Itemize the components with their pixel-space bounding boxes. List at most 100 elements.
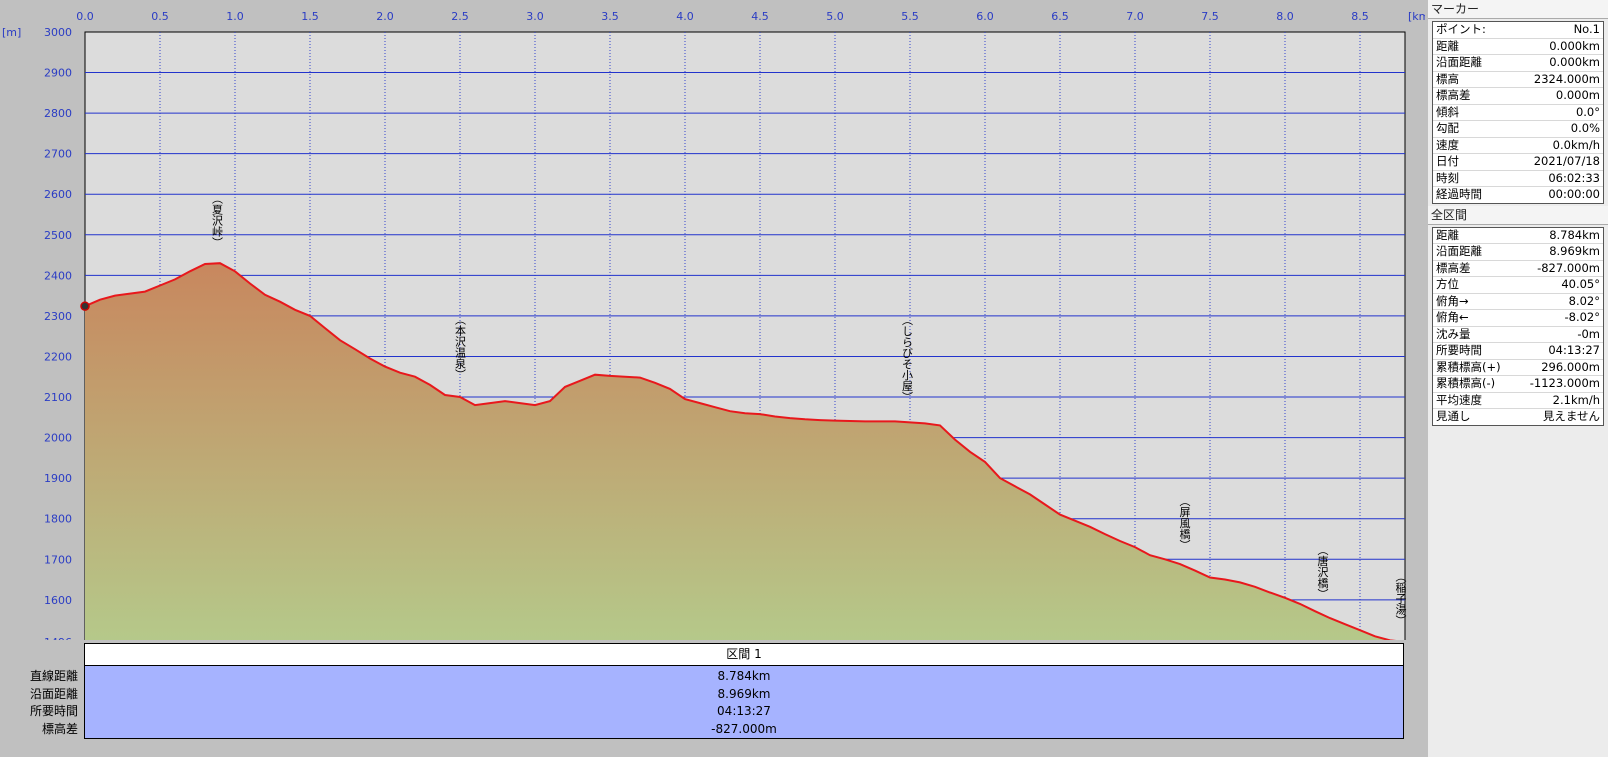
total-row-depression-back: 俯角← -8.02° <box>1433 310 1603 327</box>
y-tick-label: 2800 <box>44 107 72 120</box>
info-value: No.1 <box>1573 22 1600 36</box>
x-tick-label: 3.0 <box>526 10 544 23</box>
info-value: 8.02° <box>1568 293 1600 308</box>
section-value-duration: 04:13:27 <box>717 704 771 718</box>
info-value: 8.969km <box>1549 244 1600 258</box>
info-value: 04:13:27 <box>1548 343 1600 357</box>
x-tick-label: 4.5 <box>751 10 769 23</box>
info-value: 8.784km <box>1549 227 1600 242</box>
landmark-labels: （夏沢峠） （本沢温泉） （しらびそ小屋） （屏風橋） （唐沢橋） （稲子湯） <box>211 193 1408 626</box>
total-row-bearing: 方位 40.05° <box>1433 277 1603 294</box>
x-tick-label: 3.5 <box>601 10 619 23</box>
info-label: ポイント: <box>1436 22 1486 36</box>
info-label: 経過時間 <box>1436 187 1482 201</box>
info-value: -0m <box>1577 326 1600 341</box>
y-tick-label: 3000 <box>44 26 72 39</box>
section-row-labels: 直線距離 沿面距離 所要時間 標高差 <box>0 668 80 738</box>
y-tick-label: 1496 <box>44 636 72 640</box>
y-unit-label: [m] <box>2 26 21 39</box>
x-tick-label: 2.5 <box>451 10 469 23</box>
x-tick-label: 4.0 <box>676 10 694 23</box>
marker-row-elapsed: 経過時間 00:00:00 <box>1433 187 1603 203</box>
info-label: 沿面距離 <box>1436 244 1482 258</box>
info-value: -1123.000m <box>1529 376 1600 390</box>
total-row-depression-forward: 俯角→ 8.02° <box>1433 293 1603 310</box>
y-tick-label: 2600 <box>44 188 72 201</box>
elevation-line <box>84 262 1397 640</box>
x-axis-ticks: 0.0 0.5 1.0 1.5 2.0 2.5 3.0 3.5 4.0 4.5 5.0 5.5 6.0 6… <box>76 10 1369 23</box>
info-value: 2.1km/h <box>1552 392 1600 407</box>
landmark-label: （稲子湯） <box>1394 571 1407 626</box>
info-value: 0.000km <box>1549 38 1600 53</box>
section-label-straight-distance: 直線距離 <box>29 669 78 683</box>
marker-row-slope-angle: 傾斜 0.0° <box>1433 105 1603 121</box>
info-label: 距離 <box>1436 38 1459 53</box>
landmark-label: （本沢温泉） <box>454 314 467 380</box>
x-unit-label: [km] <box>1408 10 1425 23</box>
marker-panel-title: マーカー <box>1428 0 1608 19</box>
x-tick-label: 8.0 <box>1276 10 1294 23</box>
info-label: 時刻 <box>1436 170 1459 185</box>
x-tick-label: 1.5 <box>301 10 319 23</box>
y-tick-label: 2400 <box>44 269 72 282</box>
x-tick-label: 0.0 <box>76 10 94 23</box>
info-value: 0.000m <box>1555 88 1600 102</box>
info-label: 日付 <box>1436 154 1459 168</box>
marker-row-elevation-diff: 標高差 0.000m <box>1433 88 1603 105</box>
total-row-elevation-diff: 標高差 -827.000m <box>1433 260 1603 277</box>
section-label-duration: 所要時間 <box>29 704 78 718</box>
y-tick-label: 2700 <box>44 148 72 161</box>
info-label: 距離 <box>1436 227 1459 242</box>
total-row-cumulative-loss: 累積標高(-) -1123.000m <box>1433 376 1603 393</box>
marker-row-point: ポイント: No.1 <box>1433 22 1603 39</box>
info-label: 勾配 <box>1436 121 1459 135</box>
total-row-cumulative-gain: 累積標高(+) 296.000m <box>1433 359 1603 376</box>
section-values[interactable]: 8.784km 8.969km 04:13:27 -827.000m <box>84 666 1404 739</box>
x-tick-label: 2.0 <box>376 10 394 23</box>
info-label: 速度 <box>1436 137 1459 152</box>
total-row-sink: 沈み量 -0m <box>1433 326 1603 343</box>
elevation-profile-chart: 0.0 0.5 1.0 1.5 2.0 2.5 3.0 3.5 4.0 4.5 5.0 5.5 6.0 6… <box>2 10 1425 640</box>
y-tick-label: 1600 <box>44 594 72 607</box>
y-tick-label: 2300 <box>44 310 72 323</box>
total-row-avg-speed: 平均速度 2.1km/h <box>1433 392 1603 409</box>
y-tick-label: 2100 <box>44 391 72 404</box>
landmark-label: （唐沢橋） <box>1316 544 1329 599</box>
section-header[interactable]: 区間 1 <box>84 643 1404 666</box>
info-value: 296.000m <box>1541 359 1600 374</box>
marker-row-elevation: 標高 2324.000m <box>1433 71 1603 88</box>
x-tick-label: 7.0 <box>1126 10 1144 23</box>
info-label: 標高 <box>1436 71 1459 86</box>
start-point-marker <box>80 301 90 311</box>
x-tick-label: 6.0 <box>976 10 994 23</box>
y-tick-label: 2500 <box>44 229 72 242</box>
total-row-visibility: 見通し 見えません <box>1433 409 1603 425</box>
marker-row-distance: 距離 0.000km <box>1433 38 1603 55</box>
y-tick-label: 2900 <box>44 67 72 80</box>
info-label: 俯角→ <box>1436 293 1469 308</box>
total-row-surface-distance: 沿面距離 8.969km <box>1433 244 1603 261</box>
info-value: 0.000km <box>1549 55 1600 69</box>
x-tick-label: 6.5 <box>1051 10 1069 23</box>
x-tick-label: 5.5 <box>901 10 919 23</box>
y-axis-ticks: 3000 2900 2800 2700 2600 2500 2400 2300 2200 2100… <box>44 26 72 640</box>
info-label: 平均速度 <box>1436 392 1482 407</box>
info-label: 沈み量 <box>1436 326 1471 341</box>
info-value: -827.000m <box>1537 260 1600 275</box>
info-label: 沿面距離 <box>1436 55 1482 69</box>
section-label-elevation-diff: 標高差 <box>41 721 78 736</box>
info-label: 累積標高(-) <box>1436 376 1496 390</box>
section-value-straight-distance: 8.784km <box>717 669 771 683</box>
y-tick-label: 2000 <box>44 432 72 445</box>
marker-row-gradient: 勾配 0.0% <box>1433 121 1603 138</box>
elevation-area <box>85 263 1389 640</box>
info-value: 40.05° <box>1561 277 1600 291</box>
marker-row-surface-distance: 沿面距離 0.000km <box>1433 55 1603 72</box>
x-tick-label: 0.5 <box>151 10 169 23</box>
info-value: 見えません <box>1542 409 1600 423</box>
info-label: 方位 <box>1436 277 1459 291</box>
total-info-table: 距離 8.784km 沿面距離 8.969km 標高差 -827.000m 方位 40.… <box>1432 226 1604 426</box>
x-tick-label: 7.5 <box>1201 10 1219 23</box>
total-row-duration: 所要時間 04:13:27 <box>1433 343 1603 360</box>
landmark-label: （夏沢峠） <box>211 193 224 248</box>
